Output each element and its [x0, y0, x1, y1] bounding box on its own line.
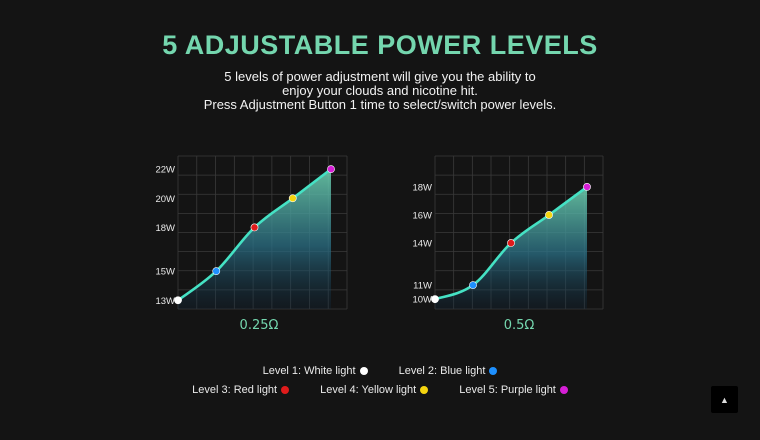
- data-point-level-3: [507, 239, 515, 247]
- legend-item-level-3: Level 3: Red light: [192, 384, 290, 396]
- legend-item-level-4: Level 4: Yellow light: [320, 384, 429, 396]
- y-tick-label: 15W: [155, 267, 175, 278]
- y-tick-label: 18W: [155, 223, 175, 234]
- y-tick-label: 18W: [412, 182, 432, 193]
- purple-light-dot-icon: [559, 386, 568, 394]
- data-point-level-1: [174, 296, 182, 305]
- x-axis-label: 0.5Ω: [504, 318, 535, 333]
- y-tick-label: 11W: [413, 281, 432, 292]
- legend-label: Level 4: Yellow light: [320, 384, 417, 396]
- description-line-2: enjoy your clouds and nicotine hit.: [282, 83, 478, 98]
- y-tick-label: 16W: [412, 210, 432, 221]
- description-line-1: 5 levels of power adjustment will give y…: [224, 69, 536, 84]
- y-tick-label: 10W: [412, 295, 432, 306]
- legend-label: Level 5: Purple light: [459, 384, 556, 396]
- legend-label: Level 1: White light: [262, 365, 356, 377]
- description-line-3: Press Adjustment Button 1 time to select…: [203, 97, 557, 112]
- yellow-light-dot-icon: [420, 386, 429, 394]
- data-point-level-2: [469, 281, 477, 290]
- data-point-level-4: [545, 211, 553, 219]
- legend-item-level-2: Level 2: Blue light: [399, 365, 498, 377]
- y-tick-label: 13W: [155, 296, 175, 307]
- blue-light-dot-icon: [489, 367, 498, 375]
- legend-label: Level 3: Red light: [192, 384, 278, 396]
- data-point-level-5: [583, 182, 591, 191]
- legend-label: Level 2: Blue light: [398, 365, 486, 377]
- white-light-dot-icon: [359, 367, 368, 375]
- caret-up-icon: ▲: [720, 394, 729, 405]
- data-point-level-2: [212, 267, 221, 276]
- x-axis-label: 0.25Ω: [240, 318, 279, 333]
- data-point-level-3: [250, 223, 259, 232]
- y-tick-label: 14W: [412, 239, 432, 250]
- description: 5 levels of power adjustment will give y…: [0, 70, 760, 112]
- data-point-level-4: [288, 194, 297, 203]
- legend-row-1: Level 1: White light Level 2: Blue light: [0, 365, 760, 377]
- y-tick-label: 22W: [155, 165, 175, 176]
- legend-item-level-1: Level 1: White light: [263, 365, 368, 377]
- red-light-dot-icon: [281, 386, 290, 394]
- y-tick-label: 20W: [155, 194, 175, 205]
- area-fill: [178, 169, 331, 309]
- page-title: 5 ADJUSTABLE POWER LEVELS: [162, 30, 598, 60]
- legend-row-2: Level 3: Red light Level 4: Yellow light…: [0, 384, 760, 396]
- legend-item-level-5: Level 5: Purple light: [459, 384, 568, 396]
- data-point-level-5: [327, 165, 335, 174]
- scroll-to-top-button[interactable]: ▲: [711, 386, 738, 413]
- data-point-level-1: [431, 295, 439, 304]
